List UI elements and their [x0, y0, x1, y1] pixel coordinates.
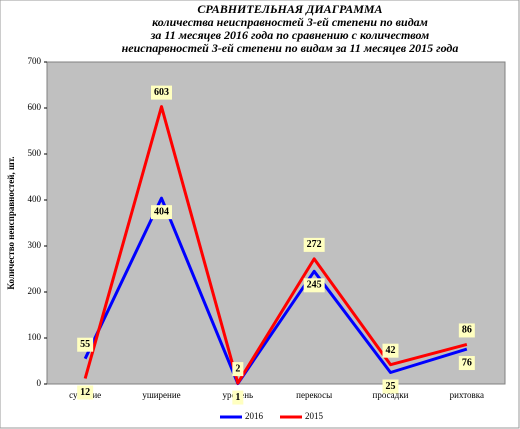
y-tick-label: 0 — [37, 378, 42, 388]
y-tick-label: 700 — [28, 56, 42, 66]
value-label: 12 — [77, 385, 94, 400]
value-label-text: 2 — [235, 363, 240, 374]
value-label-text: 86 — [462, 325, 472, 336]
value-label: 42 — [382, 343, 399, 358]
y-tick-label: 400 — [28, 194, 42, 204]
value-label-text: 25 — [386, 381, 396, 392]
value-label-box — [77, 337, 94, 352]
x-tick-label: рихтовка — [450, 390, 484, 400]
chart-title: СРАВНИТЕЛЬНАЯ ДИАГРАММА — [197, 2, 382, 16]
y-tick-label: 200 — [28, 286, 42, 296]
y-tick-label: 300 — [28, 240, 42, 250]
y-tick-label: 500 — [28, 148, 42, 158]
value-label-box — [382, 343, 399, 358]
value-label-box — [232, 362, 244, 377]
plot-area — [46, 61, 506, 385]
value-label: 86 — [458, 323, 475, 338]
y-axis-label: Количество неисправностей, шт. — [6, 156, 16, 289]
y-tick-label: 600 — [28, 102, 42, 112]
value-label-box — [382, 379, 399, 394]
value-label-box — [151, 85, 172, 100]
value-label: 55 — [77, 337, 94, 352]
value-label-text: 76 — [462, 357, 472, 368]
value-label-text: 245 — [307, 280, 322, 291]
chart-title: количества неисправностей 3-ей степени п… — [152, 15, 428, 29]
value-label-box — [458, 323, 475, 338]
value-label-text: 272 — [307, 239, 322, 250]
value-label-box — [232, 390, 244, 405]
value-label-box — [303, 278, 325, 293]
series-line — [83, 196, 468, 386]
chart-title: за 11 месяцев 2016 года по сравнению с к… — [150, 28, 430, 42]
value-label-text: 42 — [386, 345, 396, 356]
legend-label: 2016 — [245, 411, 264, 421]
value-label-text: 603 — [154, 87, 169, 98]
x-tick-label: просадки — [373, 390, 409, 400]
value-label: 245 — [303, 278, 325, 293]
value-label-text: 404 — [154, 206, 169, 217]
value-label-text: 1 — [235, 392, 240, 403]
value-label-box — [458, 356, 475, 371]
chart-title: неиспарвностей 3-ей степени по видам за … — [122, 41, 459, 55]
series-line — [83, 105, 468, 385]
legend-label: 2015 — [305, 411, 324, 421]
value-label: 1 — [232, 390, 244, 405]
value-label: 404 — [151, 205, 172, 220]
value-label-text: 12 — [80, 387, 90, 398]
y-tick-label: 100 — [28, 332, 42, 342]
value-label: 2 — [232, 362, 244, 377]
x-tick-label: перекосы — [296, 390, 332, 400]
x-tick-label: уширение — [142, 390, 180, 400]
value-label: 76 — [458, 356, 475, 371]
value-label: 272 — [303, 237, 325, 252]
value-label-box — [77, 385, 94, 400]
value-label-text: 55 — [80, 339, 90, 350]
value-label-box — [303, 237, 325, 252]
value-label: 603 — [151, 85, 172, 100]
value-label: 25 — [382, 379, 399, 394]
value-label-box — [151, 205, 172, 220]
